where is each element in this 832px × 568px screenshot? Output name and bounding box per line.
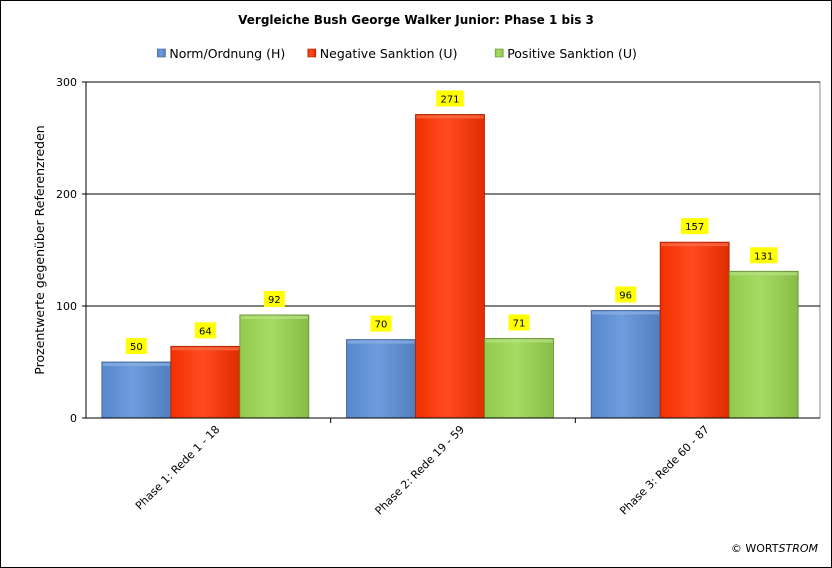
- y-tick-label-200: 200: [56, 188, 77, 201]
- chart-title: Vergleiche Bush George Walker Junior: Ph…: [238, 13, 594, 27]
- bar-bevel-negative-sanktion-u-2: [416, 115, 484, 119]
- y-tick-label-0: 0: [70, 412, 77, 425]
- bar-norm-ordnung-h-3: [590, 310, 661, 419]
- data-label-norm-ordnung-h-2: 70: [370, 315, 392, 332]
- data-label-value: 96: [619, 290, 632, 301]
- data-label-positive-sanktion-u-3: 131: [749, 247, 778, 264]
- data-label-positive-sanktion-u-1: 92: [263, 290, 285, 307]
- data-label-bg: [194, 322, 216, 339]
- data-label-negative-sanktion-u-3: 157: [680, 218, 709, 235]
- legend-label: Positive Sanktion (U): [507, 46, 637, 61]
- bar-negative-sanktion-u-1: [170, 345, 241, 419]
- legend: Norm/Ordnung (H) Negative Sanktion (U) Pos…: [157, 46, 637, 61]
- legend-label: Negative Sanktion (U): [320, 46, 458, 61]
- data-label-value: 92: [268, 295, 281, 306]
- bar-bevel-norm-ordnung-h-3: [592, 311, 660, 315]
- data-label-value: 70: [375, 320, 388, 331]
- copyright-symbol: ©: [731, 542, 742, 555]
- y-tick-label-300: 300: [56, 76, 77, 89]
- data-label-bg: [749, 247, 778, 264]
- bar-bevel-negative-sanktion-u-1: [171, 347, 239, 351]
- legend-label: Norm/Ordnung (H): [169, 46, 285, 61]
- bar-norm-ordnung-h-1: [101, 361, 172, 419]
- x-category-label-1: Phase 1: Rede 1 - 18: [133, 423, 223, 513]
- data-label-negative-sanktion-u-1: 64: [194, 322, 216, 339]
- bar-positive-sanktion-u-2: [484, 338, 554, 419]
- x-category-label-2: Phase 2: Rede 19 - 59: [373, 423, 468, 518]
- data-labels: 50 64 92 70 271 71 96 157 131: [125, 90, 778, 354]
- bar-bevel-positive-sanktion-u-1: [240, 315, 308, 319]
- legend-swatch: [494, 48, 504, 58]
- bar-bevel-norm-ordnung-h-1: [102, 363, 170, 366]
- data-label-norm-ordnung-h-1: 50: [125, 338, 147, 354]
- data-label-value: 64: [199, 326, 212, 337]
- data-label-bg: [263, 290, 285, 307]
- bar-negative-sanktion-u-2: [415, 114, 485, 419]
- data-label-bg: [508, 314, 530, 331]
- bar-bevel-positive-sanktion-u-2: [485, 339, 553, 343]
- legend-item-norm-ordnung-h: Norm/Ordnung (H): [157, 46, 285, 61]
- data-label-value: 71: [513, 318, 526, 329]
- legend-item-positive-sanktion-u: Positive Sanktion (U): [494, 46, 637, 61]
- data-label-bg: [436, 90, 464, 107]
- legend-item-negative-sanktion-u: Negative Sanktion (U): [307, 46, 458, 61]
- data-label-value: 50: [130, 342, 143, 353]
- data-label-negative-sanktion-u-2: 271: [436, 90, 464, 107]
- data-label-bg: [125, 338, 147, 354]
- bar-bevel-positive-sanktion-u-3: [730, 272, 798, 276]
- bar-bevel-norm-ordnung-h-2: [347, 340, 415, 344]
- x-axis-categories: Phase 1: Rede 1 - 18 Phase 2: Rede 19 - 5…: [133, 418, 712, 517]
- bar-positive-sanktion-u-3: [728, 270, 799, 419]
- bar-norm-ordnung-h-2: [346, 339, 416, 419]
- legend-swatch: [157, 48, 166, 58]
- y-axis-ticks: 0 100 200 300: [56, 76, 86, 425]
- copyright-notice: © WORTSTROM: [731, 542, 819, 555]
- y-tick-label-100: 100: [56, 300, 77, 313]
- data-label-value: 271: [440, 94, 459, 105]
- bar-positive-sanktion-u-1: [239, 314, 310, 419]
- data-label-bg: [615, 286, 637, 303]
- bars: [101, 114, 799, 419]
- y-axis-label: Prozentwerte gegenüber Referenzreden: [32, 125, 47, 374]
- data-label-bg: [370, 315, 392, 332]
- data-label-bg: [680, 218, 709, 235]
- data-label-norm-ordnung-h-3: 96: [615, 286, 637, 303]
- bar-negative-sanktion-u-3: [659, 241, 730, 419]
- bar-bevel-negative-sanktion-u-3: [661, 243, 729, 247]
- brand-italic: STROM: [779, 542, 819, 555]
- data-label-positive-sanktion-u-2: 71: [508, 314, 530, 331]
- data-label-value: 131: [754, 251, 773, 262]
- legend-swatch: [307, 48, 317, 58]
- data-label-value: 157: [685, 222, 704, 233]
- brand-normal: WORT: [745, 542, 778, 555]
- x-category-label-3: Phase 3: Rede 60 - 87: [617, 423, 712, 518]
